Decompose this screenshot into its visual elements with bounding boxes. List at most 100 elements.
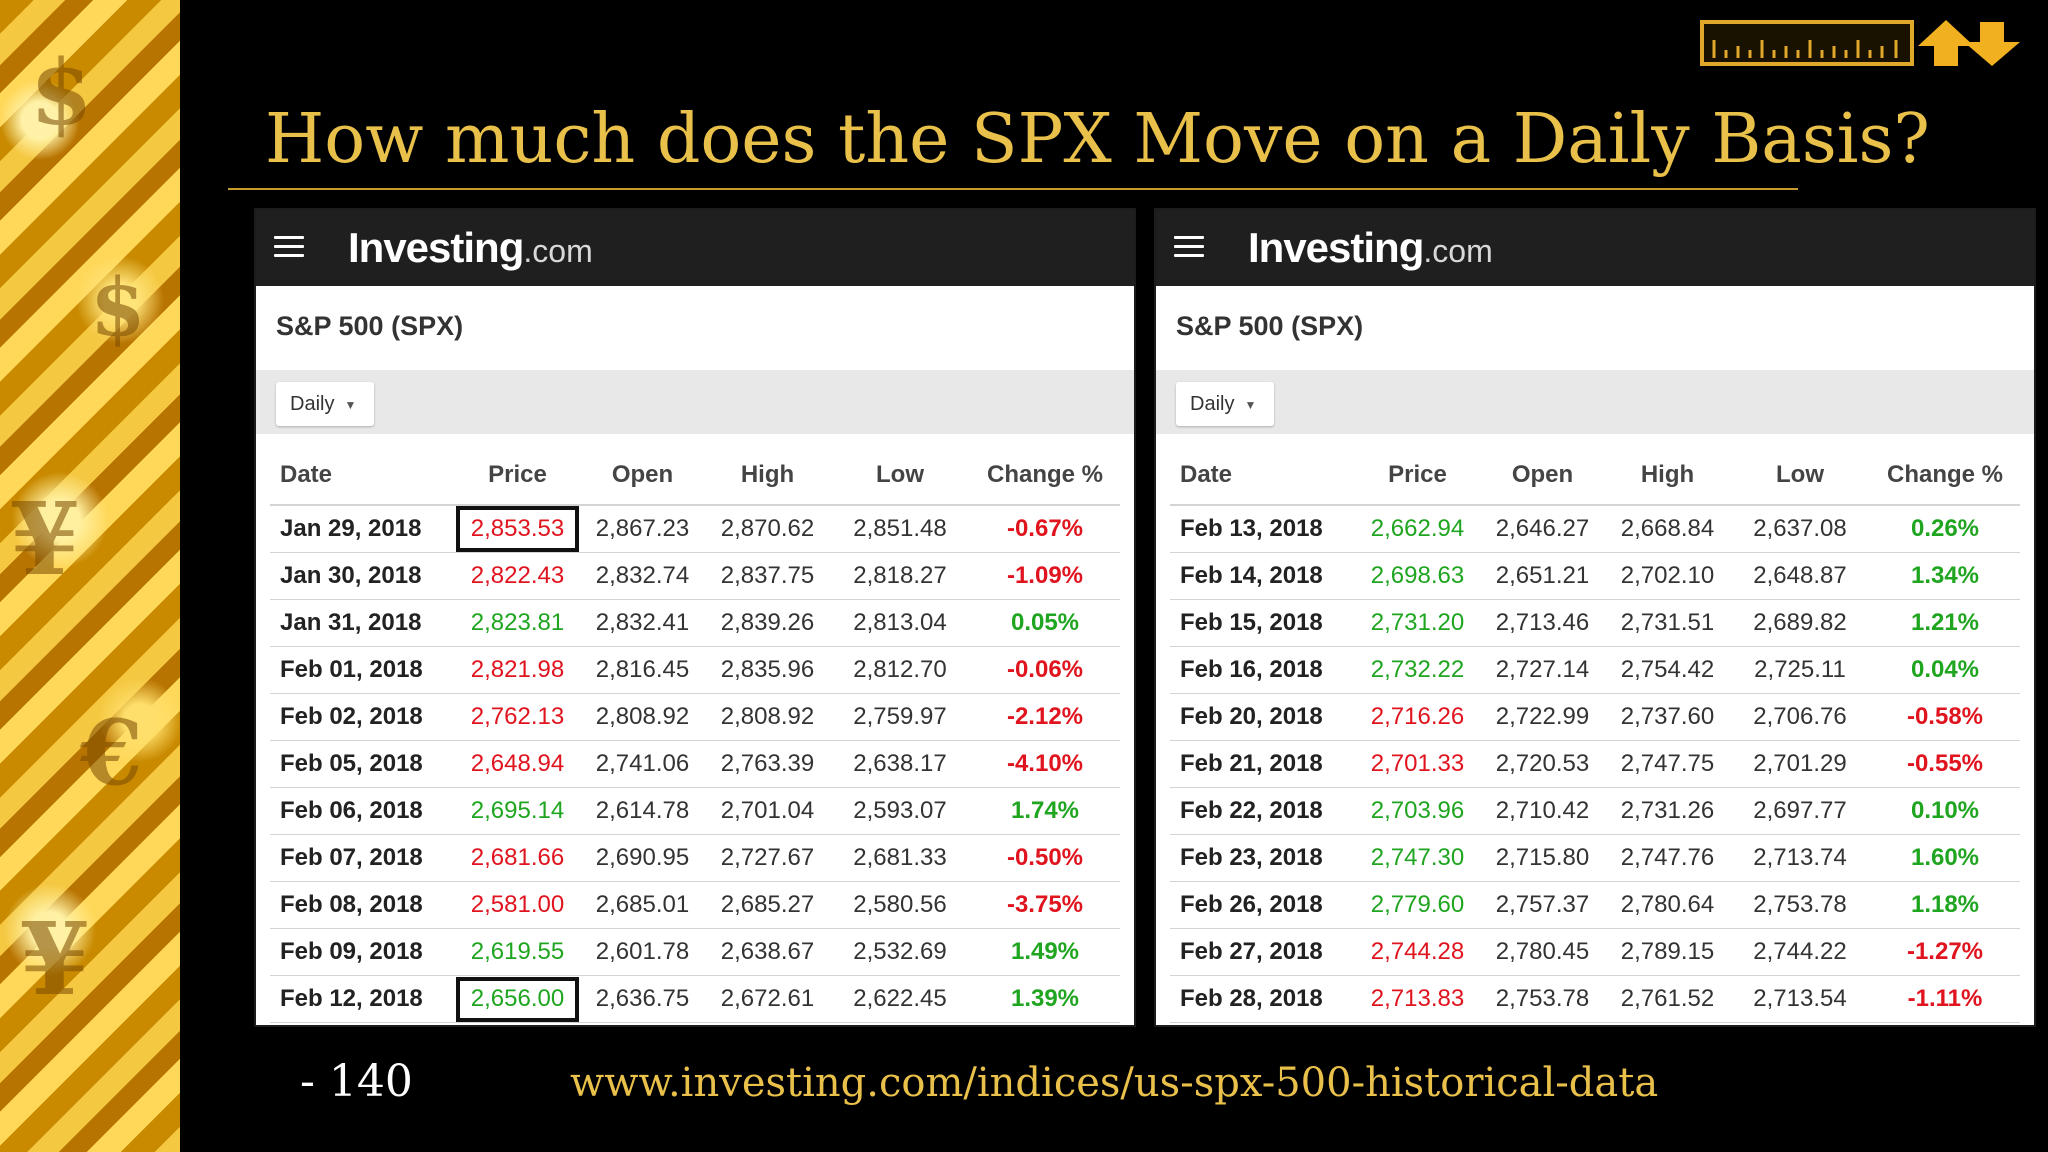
cell-date: Jan 31, 2018 bbox=[270, 599, 455, 647]
cell-change: 1.60% bbox=[1870, 834, 2020, 882]
cell-date: Feb 14, 2018 bbox=[1170, 552, 1355, 600]
ruler-arrows-logo bbox=[1700, 20, 2020, 66]
cell-date: Feb 01, 2018 bbox=[270, 646, 455, 694]
cell-price: 2,656.00 bbox=[455, 975, 580, 1023]
cell-price: 2,681.66 bbox=[455, 834, 580, 882]
investing-logo[interactable]: Investing.com bbox=[1248, 224, 1493, 272]
table-row[interactable]: Feb 13, 2018 2,662.94 2,646.27 2,668.84 2,63… bbox=[1170, 504, 2020, 553]
cell-date: Feb 16, 2018 bbox=[1170, 646, 1355, 694]
cell-date: Feb 02, 2018 bbox=[270, 693, 455, 741]
period-dropdown[interactable]: Daily ▼ bbox=[1176, 382, 1274, 426]
yen-sign-decoration: ¥ bbox=[20, 900, 90, 1018]
cell-open: 2,713.46 bbox=[1480, 599, 1605, 647]
column-header-change[interactable]: Change % bbox=[986, 461, 1103, 488]
cell-low: 2,725.11 bbox=[1730, 646, 1870, 694]
cell-open: 2,685.01 bbox=[580, 881, 705, 929]
cell-date: Jan 29, 2018 bbox=[270, 504, 455, 553]
cell-change: 0.05% bbox=[970, 599, 1120, 647]
table-row[interactable]: Feb 26, 2018 2,779.60 2,757.37 2,780.64 2,75… bbox=[1170, 881, 2020, 929]
title-underline bbox=[228, 188, 1798, 190]
cell-open: 2,720.53 bbox=[1480, 740, 1605, 788]
cell-price: 2,822.43 bbox=[455, 552, 580, 600]
table-row[interactable]: Feb 20, 2018 2,716.26 2,722.99 2,737.60 2,70… bbox=[1170, 693, 2020, 741]
cell-change: 0.10% bbox=[1870, 787, 2020, 835]
caret-down-icon: ▼ bbox=[1244, 397, 1257, 412]
cell-change: 1.39% bbox=[970, 975, 1120, 1023]
table-row[interactable]: Feb 23, 2018 2,747.30 2,715.80 2,747.76 2,71… bbox=[1170, 834, 2020, 882]
cell-low: 2,532.69 bbox=[830, 928, 970, 976]
cell-open: 2,816.45 bbox=[580, 646, 705, 694]
cell-high: 2,668.84 bbox=[1605, 504, 1730, 553]
table-row[interactable]: Feb 15, 2018 2,731.20 2,713.46 2,731.51 2,68… bbox=[1170, 599, 2020, 647]
cell-open: 2,867.23 bbox=[580, 504, 705, 553]
cell-high: 2,870.62 bbox=[705, 504, 830, 553]
table-row[interactable]: Feb 21, 2018 2,701.33 2,720.53 2,747.75 2,70… bbox=[1170, 740, 2020, 788]
column-header-open[interactable]: Open bbox=[1511, 461, 1574, 488]
column-header-date[interactable]: Date bbox=[280, 461, 333, 488]
table-row[interactable]: Feb 01, 2018 2,821.98 2,816.45 2,835.96 2,81… bbox=[270, 646, 1120, 694]
column-header-date[interactable]: Date bbox=[1180, 461, 1233, 488]
caret-down-icon: ▼ bbox=[344, 397, 357, 412]
right-screenshot-panel: Investing.com S&P 500 (SPX) Daily ▼ Date … bbox=[1154, 208, 2036, 1027]
cell-low: 2,812.70 bbox=[830, 646, 970, 694]
table-row[interactable]: Jan 30, 2018 2,822.43 2,832.74 2,837.75 2,81… bbox=[270, 552, 1120, 600]
table-row[interactable]: Feb 07, 2018 2,681.66 2,690.95 2,727.67 2,68… bbox=[270, 834, 1120, 882]
cell-change: 1.34% bbox=[1870, 552, 2020, 600]
column-header-low[interactable]: Low bbox=[1776, 461, 1824, 488]
cell-open: 2,741.06 bbox=[580, 740, 705, 788]
cell-open: 2,722.99 bbox=[1480, 693, 1605, 741]
cell-high: 2,672.61 bbox=[705, 975, 830, 1023]
table-row[interactable]: Feb 08, 2018 2,581.00 2,685.01 2,685.27 2,58… bbox=[270, 881, 1120, 929]
instrument-name: S&P 500 (SPX) bbox=[1156, 286, 2034, 370]
table-row[interactable]: Feb 05, 2018 2,648.94 2,741.06 2,763.39 2,63… bbox=[270, 740, 1120, 788]
source-url[interactable]: www.investing.com/indices/us-spx-500-his… bbox=[570, 1060, 1659, 1106]
table-row[interactable]: Jan 31, 2018 2,823.81 2,832.41 2,839.26 2,81… bbox=[270, 599, 1120, 647]
column-header-high[interactable]: High bbox=[1640, 461, 1695, 488]
hamburger-menu-icon[interactable] bbox=[1174, 236, 1204, 260]
cell-change: 0.26% bbox=[1870, 504, 2020, 553]
cell-high: 2,727.67 bbox=[705, 834, 830, 882]
table-row[interactable]: Feb 28, 2018 2,713.83 2,753.78 2,761.52 2,71… bbox=[1170, 975, 2020, 1023]
column-header-low[interactable]: Low bbox=[876, 461, 924, 488]
table-row[interactable]: Feb 12, 2018 2,656.00 2,636.75 2,672.61 2,62… bbox=[270, 975, 1120, 1023]
cell-price: 2,821.98 bbox=[455, 646, 580, 694]
table-row[interactable]: Feb 02, 2018 2,762.13 2,808.92 2,808.92 2,75… bbox=[270, 693, 1120, 741]
period-dropdown[interactable]: Daily ▼ bbox=[276, 382, 374, 426]
column-header-high[interactable]: High bbox=[740, 461, 795, 488]
cell-high: 2,685.27 bbox=[705, 881, 830, 929]
cell-open: 2,614.78 bbox=[580, 787, 705, 835]
column-header-change[interactable]: Change % bbox=[1886, 461, 2003, 488]
hamburger-menu-icon[interactable] bbox=[274, 236, 304, 260]
historical-data-table: Date Price Open High Low Change % Jan 29… bbox=[270, 446, 1120, 1023]
cell-high: 2,789.15 bbox=[1605, 928, 1730, 976]
cell-open: 2,646.27 bbox=[1480, 504, 1605, 553]
filter-bar: Daily ▼ bbox=[256, 370, 1134, 434]
table-row[interactable]: Feb 16, 2018 2,732.22 2,727.14 2,754.42 2,72… bbox=[1170, 646, 2020, 694]
investing-logo[interactable]: Investing.com bbox=[348, 224, 593, 272]
table-header-row: Date Price Open High Low Change % bbox=[270, 446, 1120, 505]
table-row[interactable]: Feb 27, 2018 2,744.28 2,780.45 2,789.15 2,74… bbox=[1170, 928, 2020, 976]
column-header-price[interactable]: Price bbox=[1388, 461, 1447, 488]
table-row[interactable]: Feb 22, 2018 2,703.96 2,710.42 2,731.26 2,69… bbox=[1170, 787, 2020, 835]
cell-date: Feb 15, 2018 bbox=[1170, 599, 1355, 647]
cell-price: 2,716.26 bbox=[1355, 693, 1480, 741]
cell-price: 2,744.28 bbox=[1355, 928, 1480, 976]
cell-low: 2,818.27 bbox=[830, 552, 970, 600]
dollar-sign-decoration: $ bbox=[30, 40, 93, 146]
cell-low: 2,622.45 bbox=[830, 975, 970, 1023]
cell-date: Feb 12, 2018 bbox=[270, 975, 455, 1023]
cell-price: 2,762.13 bbox=[455, 693, 580, 741]
cell-low: 2,701.29 bbox=[1730, 740, 1870, 788]
table-row[interactable]: Jan 29, 2018 2,853.53 2,867.23 2,870.62 2,85… bbox=[270, 504, 1120, 553]
column-header-open[interactable]: Open bbox=[611, 461, 674, 488]
cell-high: 2,638.67 bbox=[705, 928, 830, 976]
table-row[interactable]: Feb 06, 2018 2,695.14 2,614.78 2,701.04 2,59… bbox=[270, 787, 1120, 835]
filter-bar: Daily ▼ bbox=[1156, 370, 2034, 434]
cell-high: 2,701.04 bbox=[705, 787, 830, 835]
left-screenshot-panel: Investing.com S&P 500 (SPX) Daily ▼ Date … bbox=[254, 208, 1136, 1027]
cell-price: 2,731.20 bbox=[1355, 599, 1480, 647]
table-row[interactable]: Feb 14, 2018 2,698.63 2,651.21 2,702.10 2,64… bbox=[1170, 552, 2020, 600]
table-row[interactable]: Feb 09, 2018 2,619.55 2,601.78 2,638.67 2,53… bbox=[270, 928, 1120, 976]
column-header-price[interactable]: Price bbox=[488, 461, 547, 488]
cell-high: 2,835.96 bbox=[705, 646, 830, 694]
